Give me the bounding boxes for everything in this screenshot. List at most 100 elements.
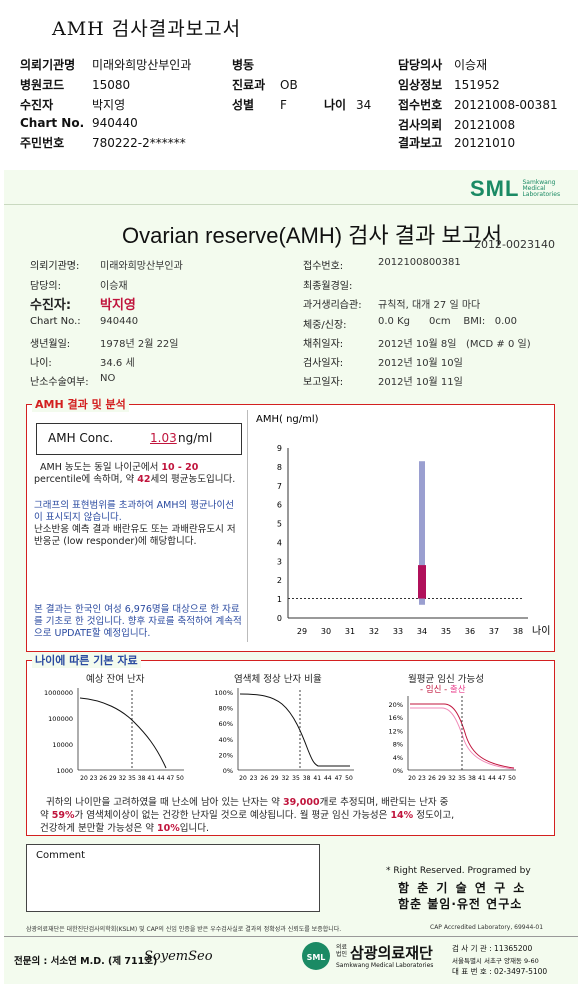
mini-xtick: 32 bbox=[448, 775, 456, 782]
mini-xtick: 23 bbox=[418, 775, 426, 782]
mini-ytick: 1000000 bbox=[44, 689, 73, 697]
amh-ytick: 8 bbox=[277, 463, 282, 472]
field-age-label: 나이: bbox=[30, 358, 52, 369]
summary-line-1: 귀하의 나이만을 고려하였을 때 난소에 남아 있는 난자는 약 39,000개… bbox=[46, 797, 449, 808]
amh-xtick: 38 bbox=[513, 627, 523, 636]
rights-text: * Right Reserved. Programed by bbox=[386, 866, 531, 876]
field-report-label: 보고일자: bbox=[303, 377, 344, 388]
mini-xtick: 38 bbox=[468, 775, 476, 782]
mini-xtick: 35 bbox=[128, 775, 136, 782]
amh-xtick: 33 bbox=[393, 627, 403, 636]
mini-xtick: 20 bbox=[408, 775, 416, 782]
field-age-value: 34.6 세 bbox=[100, 358, 135, 369]
amh-conc-box bbox=[36, 423, 242, 455]
foundation-prefix: 의료 법인 bbox=[336, 944, 348, 958]
mini-xtick: 29 bbox=[271, 775, 279, 782]
hdr-result: 결과보고 20121010 bbox=[398, 136, 516, 150]
org-name-2: 함춘 불임·유전 연구소 bbox=[398, 897, 523, 911]
mini-xtick: 47 bbox=[167, 775, 175, 782]
hdr-id: 주민번호 780222-2****** bbox=[20, 136, 186, 150]
field-surgery-label: 난소수술여부: bbox=[30, 377, 89, 388]
field-cycle-value: 규칙적, 대개 27 일 마다 bbox=[378, 300, 481, 311]
mini-ytick: 100% bbox=[214, 689, 233, 697]
mini-ytick: 20% bbox=[219, 751, 233, 759]
top-title: AMH 검사결과보고서 bbox=[52, 18, 242, 40]
contact-2: 서울특별시 서초구 양재동 9-60 bbox=[452, 957, 539, 965]
mini-xtick: 32 bbox=[119, 775, 127, 782]
hdr-hospital: 의뢰기관명 미래와희망산부인과 bbox=[20, 58, 192, 72]
field-test-value: 2012년 10월 10일 bbox=[378, 358, 463, 369]
field-collect-value: 2012년 10월 8일 (MCD # 0 일) bbox=[378, 339, 531, 350]
preg-legend: - 임신 - 출산 bbox=[420, 685, 466, 695]
amh-ytick: 7 bbox=[277, 482, 282, 491]
amh-xtick: 32 bbox=[369, 627, 379, 636]
mini-xtick: 23 bbox=[90, 775, 98, 782]
mini-xtick: 20 bbox=[239, 775, 247, 782]
field-test-label: 검사일자: bbox=[303, 358, 344, 369]
amh-response-text: 난소반응 예측 결과 배란유도 또는 과배란유도시 저반응군 (low resp… bbox=[34, 524, 236, 547]
amh-range-bar bbox=[419, 461, 425, 605]
header-divider bbox=[4, 204, 578, 205]
field-chart-label: Chart No.: bbox=[30, 316, 81, 327]
age-section-title: 나이에 따른 기본 자료 bbox=[32, 652, 141, 668]
birth-curve bbox=[410, 707, 515, 770]
mini-xtick: 35 bbox=[292, 775, 300, 782]
amh-ytick: 3 bbox=[277, 557, 282, 566]
amh-ytick: 2 bbox=[277, 576, 282, 585]
mini-ytick: 10000 bbox=[52, 741, 73, 749]
mini-xtick: 41 bbox=[313, 775, 321, 782]
field-body-label: 체중/신장: bbox=[303, 320, 347, 331]
mini-xtick: 44 bbox=[488, 775, 496, 782]
mini-xtick: 41 bbox=[478, 775, 486, 782]
mini-xtick: 47 bbox=[498, 775, 506, 782]
mini-xtick: 35 bbox=[458, 775, 466, 782]
amh-section-title: AMH 결과 및 분석 bbox=[32, 396, 129, 412]
hdr-request: 검사의뢰 20121008 bbox=[398, 118, 516, 132]
mini-ytick: 60% bbox=[219, 720, 233, 728]
mini-xtick: 50 bbox=[345, 775, 353, 782]
hdr-chart: Chart No. 940440 bbox=[20, 116, 138, 130]
amh-ytick: 5 bbox=[277, 520, 282, 529]
field-patient-value: 박지영 bbox=[100, 298, 136, 313]
amh-ytick: 6 bbox=[277, 501, 282, 510]
field-receipt-value: 2012100800381 bbox=[378, 257, 461, 268]
field-patient-label: 수진자: bbox=[30, 298, 72, 313]
mini-xtick: 29 bbox=[109, 775, 117, 782]
amh-ytick: 4 bbox=[277, 538, 282, 547]
mini-xtick: 32 bbox=[282, 775, 290, 782]
mini-xtick: 29 bbox=[438, 775, 446, 782]
amh-xtick: 31 bbox=[345, 627, 355, 636]
mini-ytick: 20% bbox=[389, 701, 403, 709]
hdr-sex: 성별 F bbox=[232, 98, 287, 112]
foundation-en: Samkwang Medical Laboratories bbox=[336, 962, 434, 969]
field-chart-value: 940440 bbox=[100, 316, 139, 327]
field-collect-label: 채취일자: bbox=[303, 339, 344, 350]
mini-ytick: 40% bbox=[219, 736, 233, 744]
amh-ytick: 1 bbox=[277, 595, 282, 604]
footer-divider bbox=[4, 936, 578, 937]
field-doctor-value: 이승재 bbox=[100, 281, 128, 292]
comment-box bbox=[26, 844, 320, 912]
summary-line-2: 약 59%가 염색체이상이 없는 건강한 난자일 것으로 예상됩니다. 월 평균… bbox=[40, 810, 455, 821]
amh-xtick: 34 bbox=[417, 627, 427, 636]
signature: SoyemSeo bbox=[144, 949, 213, 964]
mini-xtick: 41 bbox=[147, 775, 155, 782]
sml-round-logo: SML bbox=[302, 942, 330, 970]
mini-ytick: 12% bbox=[389, 727, 403, 735]
egg-curve bbox=[79, 697, 167, 769]
amh-data-note: 본 결과는 한국인 여성 6,976명을 대상으로 한 자료를 기초로 한 것입… bbox=[34, 604, 242, 639]
amh-xtick: 36 bbox=[465, 627, 475, 636]
chrom-curve bbox=[239, 693, 350, 767]
amh-xtick: 37 bbox=[489, 627, 499, 636]
amh-value-bar bbox=[418, 565, 426, 599]
mini-xtick: 38 bbox=[138, 775, 146, 782]
mini-xtick: 47 bbox=[335, 775, 343, 782]
field-surgery-value: NO bbox=[100, 373, 116, 384]
amh-xtick: 29 bbox=[297, 627, 307, 636]
amh-chart-xlabel: 나이 bbox=[532, 625, 550, 637]
field-body-value: 0.0 Kg 0cm BMI: 0.00 bbox=[378, 316, 517, 327]
field-dob-label: 생년월일: bbox=[30, 339, 71, 350]
amh-xtick: 30 bbox=[321, 627, 331, 636]
mini-ytick: 100000 bbox=[48, 715, 73, 723]
amh-ytick: 0 bbox=[277, 614, 282, 623]
